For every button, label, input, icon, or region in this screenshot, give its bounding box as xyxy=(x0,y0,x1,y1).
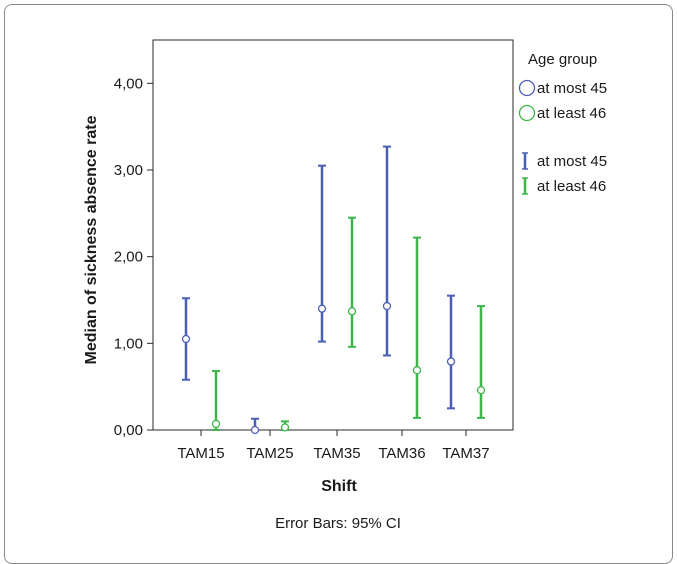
x-axis-title: Shift xyxy=(321,478,357,495)
x-tick-label: TAM37 xyxy=(442,445,489,462)
median-point xyxy=(347,307,357,316)
x-tick-label: TAM25 xyxy=(246,445,293,462)
legend-label: at least 46 xyxy=(537,178,606,195)
median-point xyxy=(317,304,327,313)
median-point xyxy=(446,357,456,366)
legend-marker-circle xyxy=(518,79,536,97)
y-axis-title: Median of sickness absence rate xyxy=(83,115,100,364)
median-point xyxy=(211,419,221,429)
y-tick-label: 0,00 xyxy=(114,422,143,439)
legend-label: at least 46 xyxy=(537,105,606,122)
y-tick-label: 2,00 xyxy=(114,249,143,266)
median-point xyxy=(280,423,290,432)
legend-title: Age group xyxy=(528,51,597,68)
error-bar-chart: 0,00 1,00 2,00 3,00 4,00 TAM15 TAM25 TAM35 TAM36… xyxy=(83,39,607,532)
legend-label: at most 45 xyxy=(537,153,607,170)
legend-label: at most 45 xyxy=(537,80,607,97)
median-point xyxy=(382,301,392,311)
y-tick-label: 4,00 xyxy=(114,75,143,92)
x-tick-label: TAM15 xyxy=(177,445,224,462)
x-tick-label: TAM35 xyxy=(313,445,360,462)
plot-area-border xyxy=(152,39,514,431)
legend-marker-circle xyxy=(518,104,536,122)
median-point xyxy=(476,385,486,395)
median-point xyxy=(250,425,260,435)
median-point xyxy=(412,366,422,375)
x-tick-label: TAM36 xyxy=(378,445,425,462)
y-tick-label: 1,00 xyxy=(114,335,143,352)
chart-footnote: Error Bars: 95% CI xyxy=(275,515,401,532)
median-point xyxy=(181,334,191,344)
y-tick-label: 3,00 xyxy=(114,162,143,179)
